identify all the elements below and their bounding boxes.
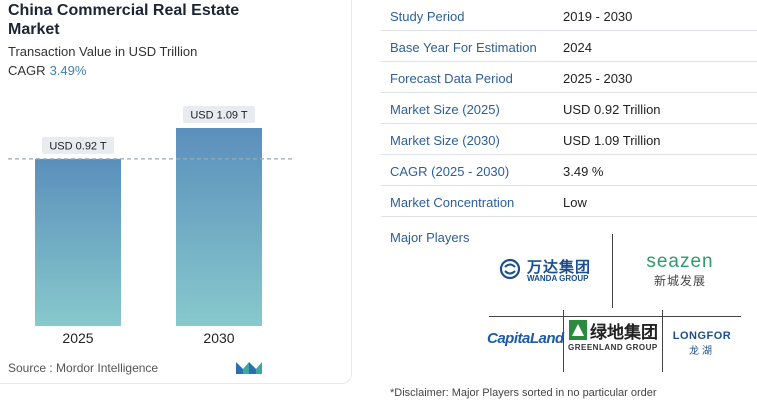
data-label-2030: USD 1.09 T <box>190 110 248 122</box>
info-value: USD 1.09 Trillion <box>563 133 661 148</box>
longfor-en: LONGFOR <box>672 330 732 342</box>
market-info-table: Study Period 2019 - 2030 Base Year For Est… <box>381 0 757 217</box>
source-value: Mordor Intelligence <box>56 361 159 375</box>
wanda-cn: 万达集团 <box>527 259 592 276</box>
info-value: 2025 - 2030 <box>563 71 633 86</box>
info-row: Base Year For Estimation 2024 <box>381 31 757 62</box>
cagr-label: CAGR <box>8 63 46 78</box>
bar-chart-svg: USD 0.92 T USD 1.09 T 2025 2030 <box>8 106 292 346</box>
longfor-logo: LONGFOR 龙湖 <box>667 330 737 360</box>
wanda-en: WANDA GROUP <box>527 274 589 283</box>
info-row: Forecast Data Period 2025 - 2030 <box>381 62 757 93</box>
info-value: Low <box>563 195 587 210</box>
seazen-en: seazen <box>646 251 714 272</box>
info-key: Study Period <box>390 9 465 24</box>
disclaimer-text: *Disclaimer: Major Players sorted in no … <box>390 387 657 399</box>
major-players-panel: Major Players 万达集团 WANDA GROUP seazen 新城… <box>381 218 757 382</box>
x-tick-label-2025: 2025 <box>62 330 93 346</box>
wanda-group-logo: 万达集团 WANDA GROUP <box>499 256 609 286</box>
info-value: 2019 - 2030 <box>563 9 633 24</box>
data-label-bg-2025 <box>42 136 114 154</box>
info-row: Market Concentration Low <box>381 186 757 217</box>
divider-vertical-right <box>662 310 663 372</box>
data-label-2025: USD 0.92 T <box>49 140 107 152</box>
chart-subtitle: Transaction Value in USD Trillion <box>8 44 198 59</box>
info-key: Forecast Data Period <box>390 71 513 86</box>
info-row: Market Size (2025) USD 0.92 Trillion <box>381 93 757 124</box>
seazen-logo: seazen 新城发展 <box>636 251 724 289</box>
divider-vertical-top <box>612 234 613 308</box>
bar-2025 <box>35 158 121 326</box>
info-value: USD 0.92 Trillion <box>563 102 661 117</box>
capitaland-logo: CapitaLand <box>487 330 564 356</box>
major-players-title: Major Players <box>390 230 470 245</box>
cagr-value: 3.49% <box>49 63 87 78</box>
wanda-emblem-icon <box>499 258 521 280</box>
info-key: Market Size (2025) <box>390 102 500 117</box>
divider-horizontal <box>489 316 741 317</box>
market-card: China Commercial Real Estate Market Tran… <box>0 0 352 384</box>
divider-vertical-left <box>563 310 564 372</box>
source-line: Source : Mordor Intelligence <box>8 361 158 375</box>
info-key: Market Concentration <box>390 195 515 210</box>
info-row: Market Size (2030) USD 1.09 Trillion <box>381 124 757 155</box>
greenland-emblem-icon <box>569 320 587 340</box>
seazen-cn: 新城发展 <box>653 274 706 288</box>
capitaland-en: CapitaLand <box>487 330 564 347</box>
bar-2030 <box>176 128 262 326</box>
mordor-logo-icon <box>236 362 262 374</box>
greenland-cn: 绿地集团 <box>590 323 658 342</box>
data-label-bg-2030 <box>183 106 255 123</box>
source-label: Source : <box>8 361 53 375</box>
chart-title: China Commercial Real Estate Market <box>8 2 240 38</box>
bar-chart: USD 0.92 T USD 1.09 T 2025 2030 <box>0 96 352 352</box>
info-key: CAGR (2025 - 2030) <box>390 164 510 179</box>
x-tick-label-2030: 2030 <box>203 330 234 346</box>
info-row: CAGR (2025 - 2030) 3.49 % <box>381 155 757 186</box>
info-value: 2024 <box>563 40 592 55</box>
info-key: Base Year For Estimation <box>390 40 537 55</box>
info-key: Market Size (2030) <box>390 133 500 148</box>
info-value: 3.49 % <box>563 164 604 179</box>
greenland-en: GREENLAND GROUP <box>568 343 658 352</box>
info-row: Study Period 2019 - 2030 <box>381 0 757 31</box>
longfor-cn: 龙湖 <box>689 346 715 357</box>
greenland-group-logo: 绿地集团 GREENLAND GROUP <box>566 318 660 358</box>
cagr-line: CAGR 3.49% <box>8 63 86 78</box>
